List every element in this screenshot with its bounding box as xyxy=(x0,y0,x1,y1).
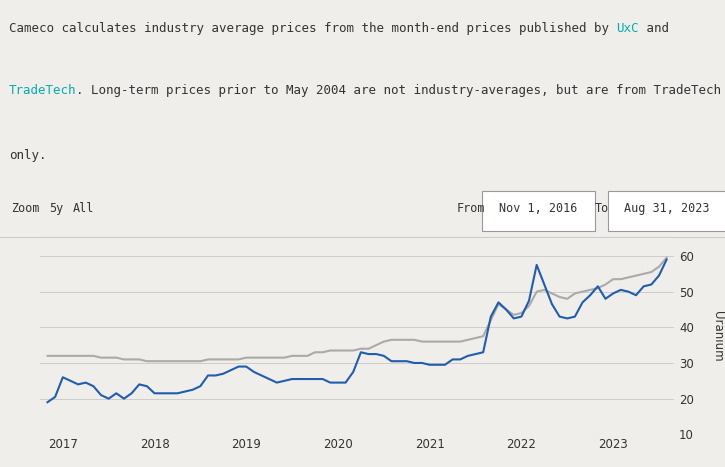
Text: All: All xyxy=(72,202,94,215)
FancyBboxPatch shape xyxy=(608,191,725,231)
Text: and: and xyxy=(639,22,668,35)
Text: 5y: 5y xyxy=(49,202,64,215)
Text: only.: only. xyxy=(9,149,46,163)
Text: . Long-term prices prior to May 2004 are not industry-averages, but are from Tra: . Long-term prices prior to May 2004 are… xyxy=(76,84,721,97)
Text: TradeTech: TradeTech xyxy=(9,84,76,97)
Text: Aug 31, 2023: Aug 31, 2023 xyxy=(624,202,710,215)
Text: From: From xyxy=(457,202,485,215)
Text: Cameco calculates industry average prices from the month-end prices published by: Cameco calculates industry average price… xyxy=(9,22,616,35)
FancyBboxPatch shape xyxy=(482,191,594,231)
Text: To: To xyxy=(594,202,609,215)
Text: Zoom: Zoom xyxy=(11,202,39,215)
Text: Nov 1, 2016: Nov 1, 2016 xyxy=(499,202,578,215)
Y-axis label: Uranium: Uranium xyxy=(710,311,724,361)
Text: UxC: UxC xyxy=(616,22,639,35)
